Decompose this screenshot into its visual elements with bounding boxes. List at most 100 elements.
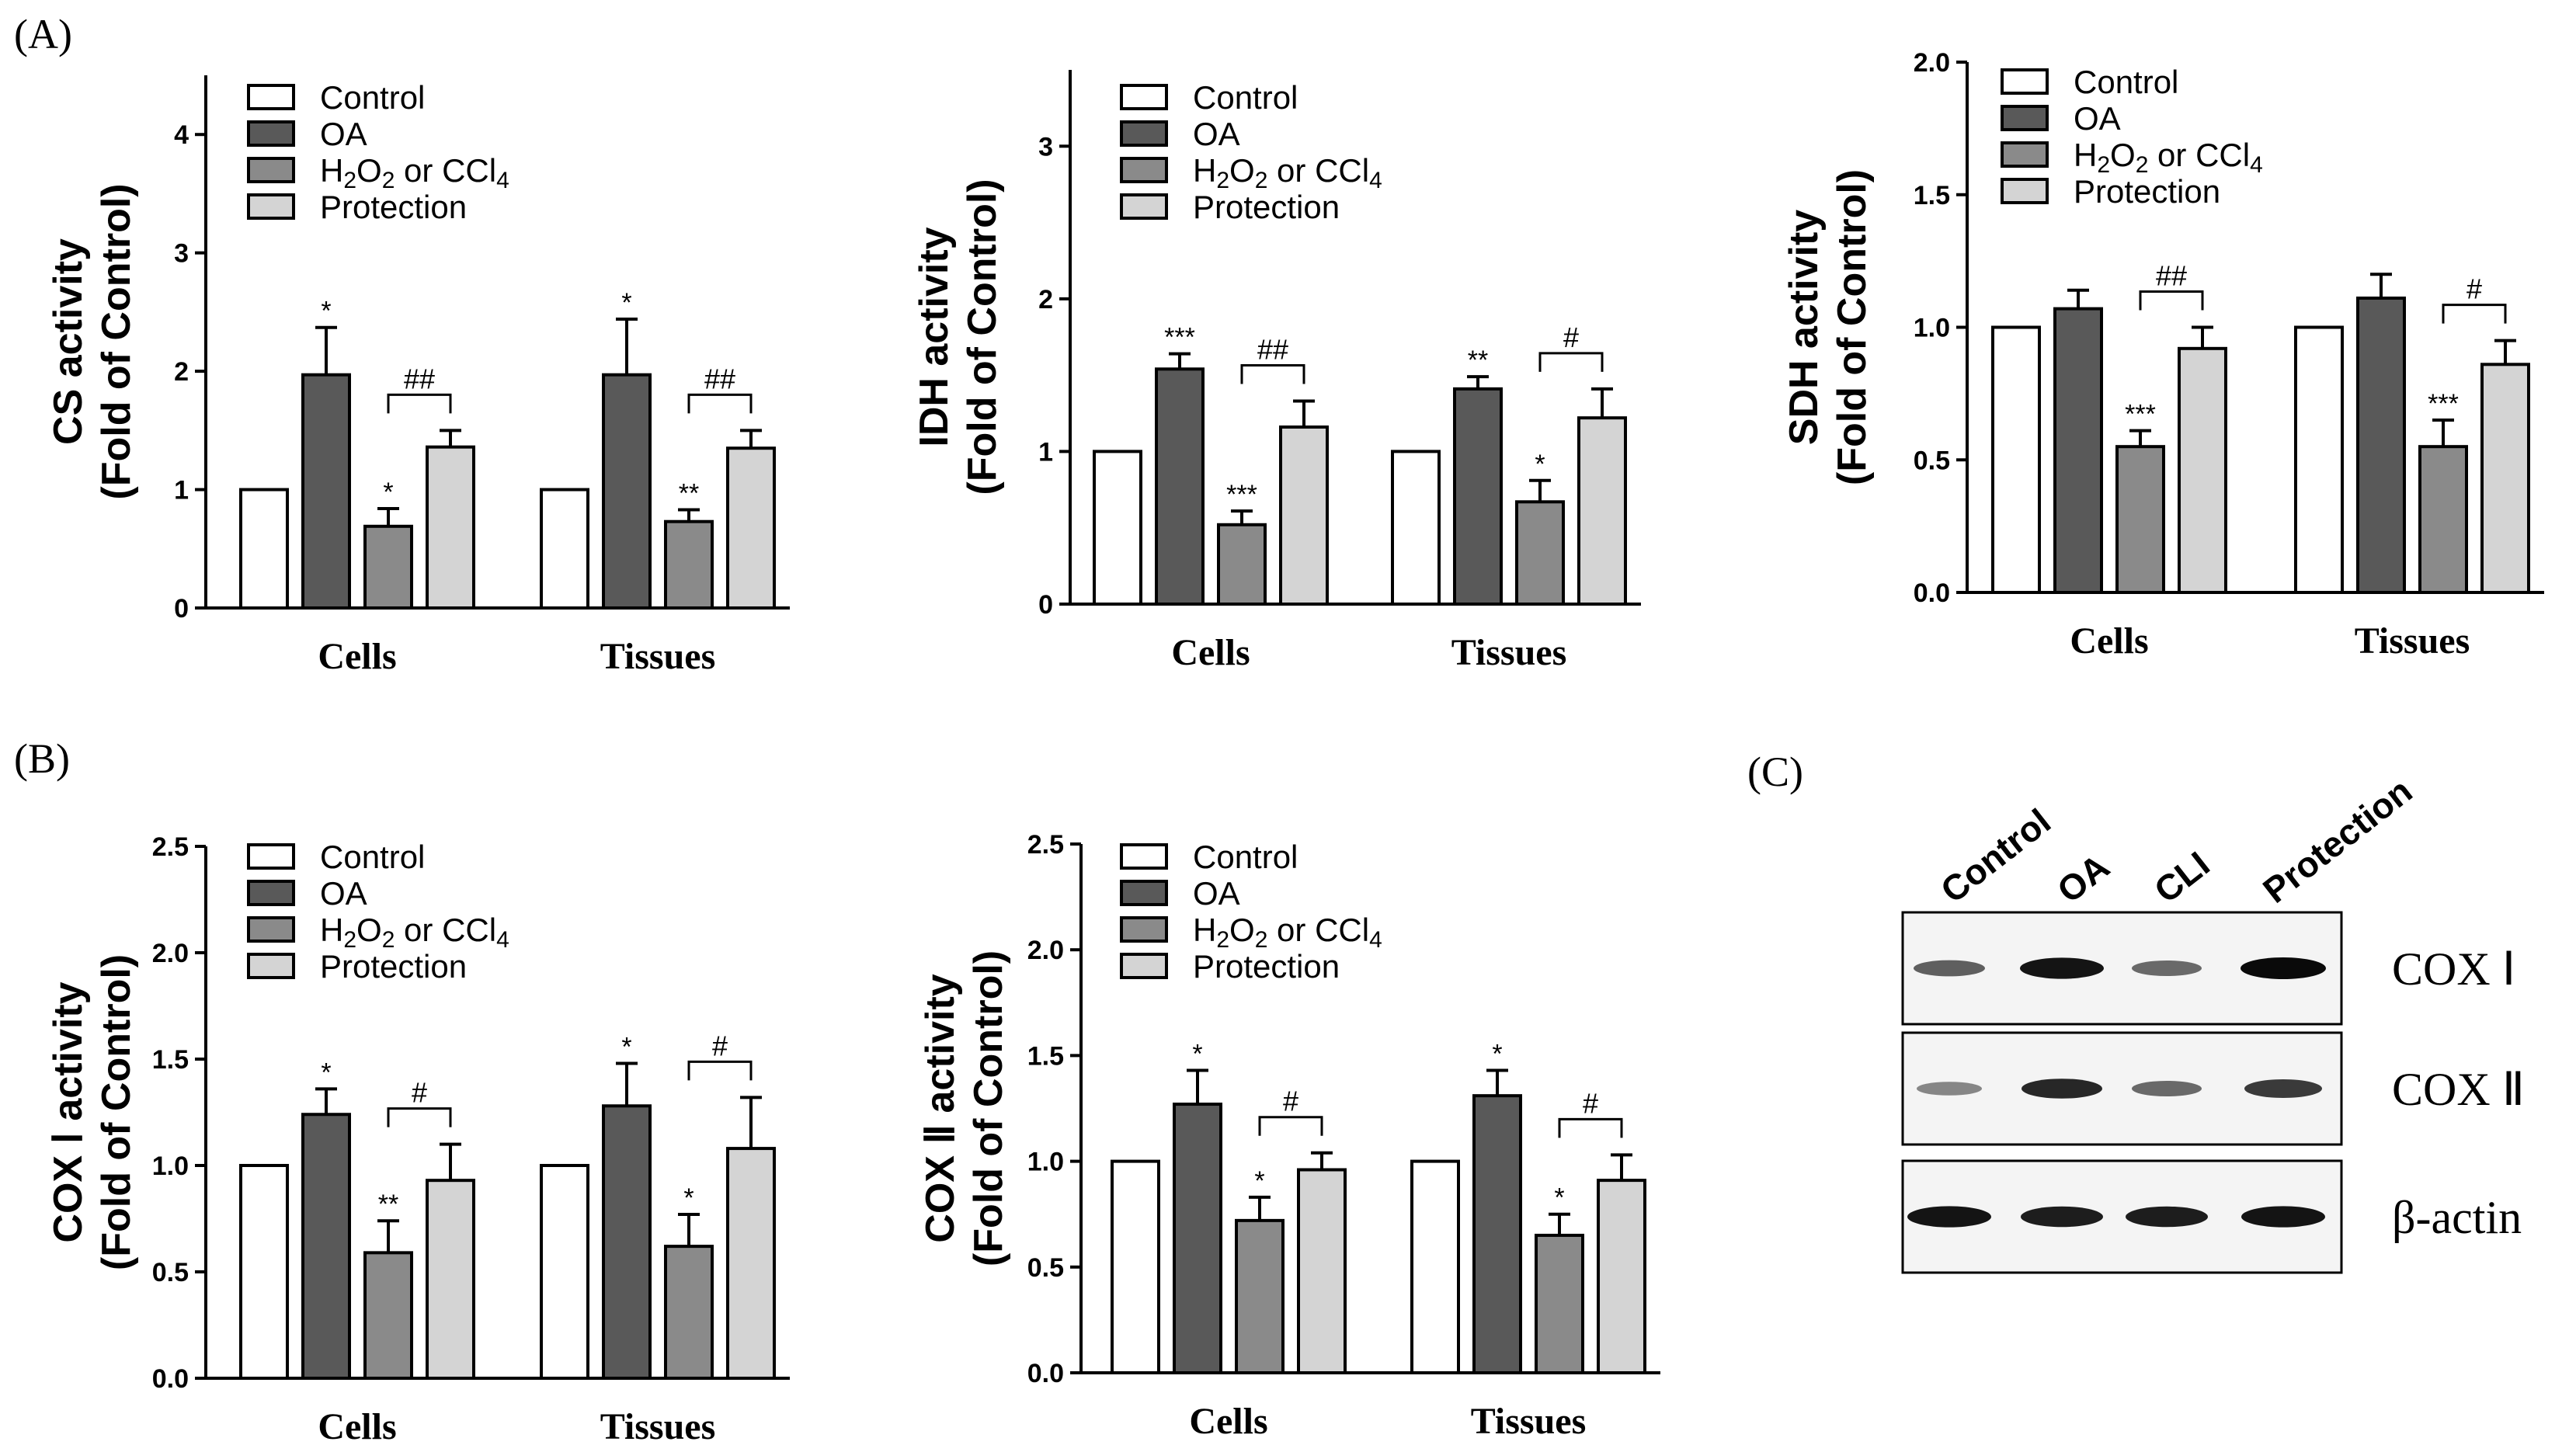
- legend-text: O: [1229, 152, 1255, 189]
- legend-control-swatch: [247, 843, 295, 870]
- y-axis-title-line2: (Fold of Control): [1830, 169, 1875, 485]
- lane-label: OA: [2049, 846, 2116, 910]
- significance-bracket: [2442, 304, 2507, 324]
- legend-protection-label: Protection: [320, 189, 467, 225]
- y-tick-label: 0.5: [152, 1258, 189, 1287]
- y-tick-label: 2.0: [152, 939, 189, 968]
- bracket-label: #: [1283, 1086, 1298, 1117]
- y-tick-label: 3: [1038, 132, 1053, 162]
- bar-oa: [301, 1113, 351, 1380]
- bracket-label: #: [412, 1077, 427, 1109]
- y-axis-title: SDH activity (Fold of Control): [1782, 169, 1875, 485]
- significance-mark: *: [683, 1183, 694, 1213]
- significance-mark: *: [621, 288, 631, 318]
- legend-protection-swatch: [247, 193, 295, 220]
- bar-oa: [602, 1104, 652, 1381]
- bar-protection: [1297, 1168, 1347, 1374]
- bar-oa: [2053, 307, 2103, 594]
- y-axis-title-line1: COX Ⅱ activity: [918, 974, 963, 1242]
- legend-oa-label: OA: [320, 875, 367, 912]
- bar-protection: [2178, 346, 2227, 594]
- bracket-label: ##: [704, 363, 735, 394]
- legend-text: O: [1229, 912, 1255, 948]
- legend-subscript: 2: [1255, 168, 1268, 193]
- blot-row-label: COX Ⅰ: [2392, 943, 2515, 995]
- legend-protection-swatch: [247, 953, 295, 979]
- y-axis-title: COX Ⅱ activity (Fold of Control): [918, 950, 1011, 1266]
- y-tick-label: 2.0: [1914, 48, 1950, 78]
- panel-label-c: (C): [1747, 749, 1803, 795]
- significance-mark: *: [383, 478, 393, 507]
- y-axis-title-line1: SDH activity: [1782, 210, 1827, 446]
- legend-text: or CCl: [2148, 137, 2250, 173]
- significance-bracket: [1258, 1116, 1323, 1136]
- legend-text: or CCl: [395, 152, 496, 189]
- bar-h2o2-or-ccl4: [363, 1251, 413, 1380]
- y-tick-label: 0.0: [1027, 1359, 1064, 1388]
- legend-subscript: 4: [2250, 152, 2263, 178]
- legend-injury-label: H2O2 or CCl4: [320, 912, 509, 953]
- significance-mark: **: [679, 478, 699, 508]
- x-category-label: Cells: [2070, 620, 2148, 662]
- bar-h2o2-or-ccl4: [1235, 1218, 1285, 1374]
- bracket-label: #: [1563, 321, 1579, 353]
- bar-control: [540, 488, 589, 610]
- legend-oa-swatch: [247, 880, 295, 906]
- legend-protection-swatch: [1120, 953, 1168, 979]
- y-axis-title-line1: IDH activity: [912, 227, 957, 446]
- x-category-label: Tissues: [1451, 632, 1567, 673]
- y-axis-title-line2: (Fold of Control): [966, 950, 1011, 1266]
- significance-mark: *: [1492, 1039, 1502, 1068]
- bar-h2o2-or-ccl4: [2418, 445, 2468, 594]
- blot-band: [2126, 1206, 2208, 1228]
- x-category-label: Cells: [1171, 632, 1250, 673]
- significance-mark: *: [1554, 1183, 1564, 1213]
- legend-control-label: Control: [1193, 839, 1298, 875]
- y-tick-label: 2: [1038, 285, 1053, 314]
- y-tick-label: 1: [174, 476, 189, 505]
- legend-control-swatch: [1120, 843, 1168, 870]
- bar-control: [1410, 1159, 1460, 1374]
- significance-mark: *: [1254, 1166, 1264, 1196]
- y-axis-title-line1: CS activity: [46, 238, 91, 445]
- legend-subscript: 4: [1369, 927, 1382, 953]
- legend-oa-label: OA: [2074, 100, 2121, 137]
- x-category-label: Tissues: [1471, 1401, 1587, 1442]
- significance-mark: *: [321, 297, 331, 326]
- legend-control-label: Control: [2074, 64, 2178, 100]
- lane-label: CLI: [2147, 843, 2216, 911]
- y-tick-label: 1.5: [1027, 1041, 1064, 1071]
- y-axis-title-line1: COX Ⅰ activity: [46, 981, 91, 1242]
- legend-text: H: [2074, 137, 2097, 173]
- bar-h2o2-or-ccl4: [1535, 1233, 1584, 1374]
- significance-mark: *: [621, 1032, 631, 1061]
- legend-injury-swatch: [1120, 916, 1168, 943]
- y-axis-title: CS activity (Fold of Control): [46, 183, 139, 499]
- legend-oa-label: OA: [1193, 116, 1240, 152]
- legend-injury-label: H2O2 or CCl4: [1193, 152, 1382, 193]
- significance-mark: *: [321, 1058, 331, 1087]
- significance-mark: ***: [1226, 480, 1257, 509]
- legend-text: O: [2110, 137, 2136, 173]
- bar-protection: [726, 446, 776, 610]
- significance-mark: ***: [2125, 400, 2156, 429]
- y-axis-title-line2: (Fold of Control): [94, 954, 139, 1270]
- blot-band: [2241, 957, 2326, 979]
- legend-subscript: 4: [1369, 168, 1382, 193]
- bar-h2o2-or-ccl4: [1217, 523, 1267, 606]
- legend-subscript: 4: [496, 168, 509, 193]
- legend-subscript: 2: [382, 927, 395, 953]
- legend-oa-swatch: [2001, 105, 2049, 131]
- blot-band: [2020, 957, 2104, 979]
- panel-label-a: (A): [14, 11, 72, 57]
- y-tick-label: 2.5: [1027, 830, 1064, 860]
- bar-h2o2-or-ccl4: [664, 1245, 714, 1380]
- legend-injury-swatch: [2001, 141, 2049, 168]
- legend-protection-label: Protection: [2074, 173, 2220, 210]
- legend-control-swatch: [247, 84, 295, 110]
- blot-band: [1907, 1206, 1991, 1228]
- x-category-label: Tissues: [2355, 620, 2470, 662]
